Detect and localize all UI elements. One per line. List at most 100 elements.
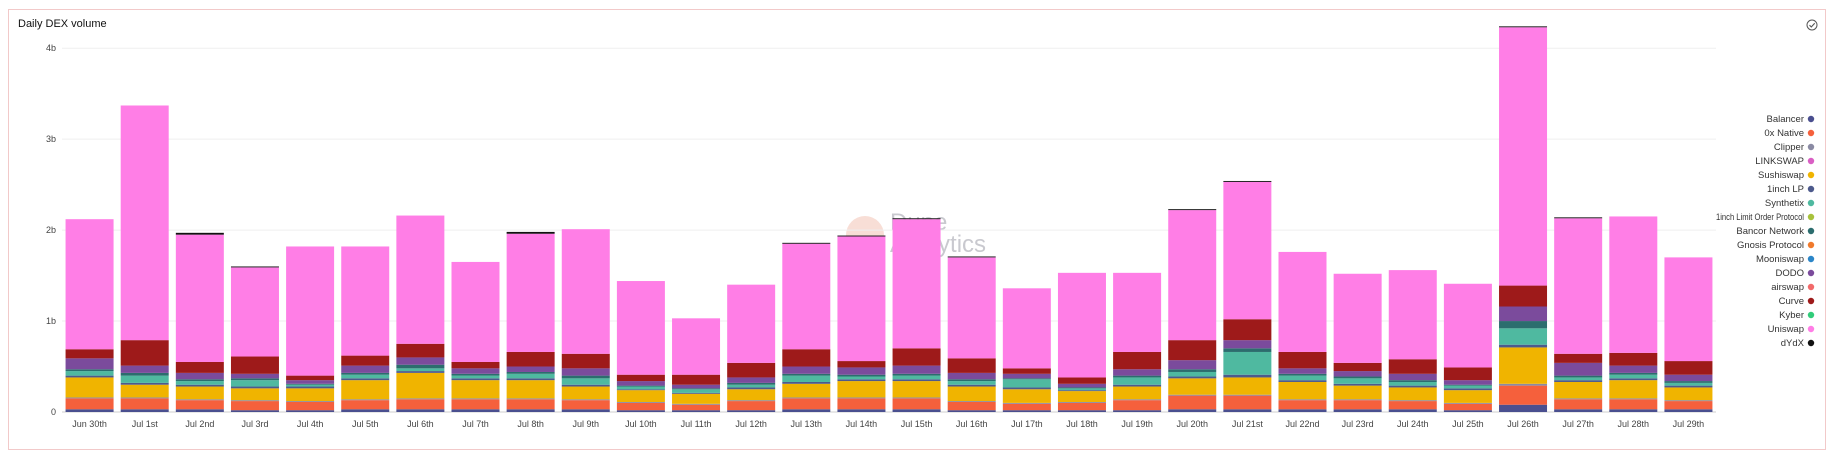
legend-label: 1inch Limit Order Protocol xyxy=(1716,212,1804,223)
bar-segment xyxy=(230,401,279,411)
bar-segment xyxy=(341,246,390,356)
bar-segment xyxy=(947,257,996,359)
bar-segment xyxy=(1664,385,1713,388)
x-tick-label: Jul 8th xyxy=(517,419,544,429)
bar-segment xyxy=(561,353,610,369)
bar-segment xyxy=(120,372,169,376)
bar-segment xyxy=(1443,410,1492,412)
bar-segment xyxy=(451,261,500,362)
bar-segment xyxy=(65,358,114,370)
x-tick-label: Jul 7th xyxy=(462,419,489,429)
legend-marker xyxy=(1807,269,1815,277)
x-tick-label: Jul 24th xyxy=(1397,419,1429,429)
x-tick-label: Jul 2nd xyxy=(185,419,214,429)
bar-segment xyxy=(1388,400,1437,402)
bar-segment xyxy=(396,364,445,369)
x-tick-label: Jul 3rd xyxy=(241,419,268,429)
bar-segment xyxy=(1609,216,1658,353)
bar-segment xyxy=(230,400,279,402)
bar-segment xyxy=(1333,362,1382,372)
bar-segment xyxy=(1388,359,1437,374)
bar-segment xyxy=(561,229,610,354)
bar-segment xyxy=(120,105,169,341)
bar-segment xyxy=(1664,361,1713,375)
bar-segment xyxy=(1499,404,1548,412)
bar-segment xyxy=(451,373,500,376)
bar-segment xyxy=(1057,377,1106,384)
bar-segment xyxy=(230,410,279,412)
bar-segment xyxy=(65,349,114,359)
bar-segment xyxy=(1002,368,1051,374)
bar-segment xyxy=(616,381,665,386)
bar-segment xyxy=(506,378,555,381)
bar-segment xyxy=(1554,377,1603,381)
bar-segment xyxy=(616,386,665,390)
bar-segment xyxy=(286,410,335,412)
bar-segment xyxy=(1499,26,1548,28)
bar-segment xyxy=(1057,410,1106,412)
legend-label: Balancer xyxy=(1767,114,1805,125)
bar-segment xyxy=(175,381,224,385)
bar-segment xyxy=(1554,375,1603,378)
bar-segment xyxy=(1002,402,1051,404)
bar-segment xyxy=(1113,369,1162,376)
bar-segment xyxy=(396,368,445,372)
verified-check-icon[interactable] xyxy=(1806,19,1818,31)
legend-marker xyxy=(1807,227,1815,235)
bar-segment xyxy=(175,386,224,400)
bar-segment xyxy=(1002,403,1051,411)
bar-segment xyxy=(65,397,114,399)
bar-segment xyxy=(947,379,996,382)
bar-segment xyxy=(120,409,169,412)
bar-segment xyxy=(892,398,941,410)
bar-segment xyxy=(230,373,279,379)
bar-segment xyxy=(1223,395,1272,410)
bar-segment xyxy=(782,381,831,384)
bars xyxy=(65,26,1713,412)
x-tick-label: Jul 15th xyxy=(901,419,933,429)
bar-segment xyxy=(1113,400,1162,411)
bar-segment xyxy=(1499,321,1548,329)
legend-marker xyxy=(1807,339,1815,347)
bar-segment xyxy=(65,377,114,398)
bar-segment xyxy=(65,371,114,376)
bar-segment xyxy=(1113,272,1162,352)
bar-segment xyxy=(672,318,721,375)
legend-label: Mooniswap xyxy=(1756,254,1804,265)
bar-segment xyxy=(1002,373,1051,379)
bar-segment xyxy=(451,368,500,374)
bar-segment xyxy=(782,409,831,412)
legend-marker xyxy=(1807,143,1815,151)
bar-segment xyxy=(341,400,390,410)
bar-segment xyxy=(1223,377,1272,395)
bar-segment xyxy=(1168,340,1217,361)
bar-segment xyxy=(892,365,941,374)
bar-segment xyxy=(65,219,114,350)
bar-segment xyxy=(1554,217,1603,219)
bar-segment xyxy=(672,404,721,411)
legend-marker xyxy=(1807,171,1815,179)
bar-segment xyxy=(837,361,886,368)
bar-segment xyxy=(727,410,776,412)
bar-segment xyxy=(1002,378,1051,380)
bar-segment xyxy=(892,219,941,349)
bar-segment xyxy=(782,397,831,399)
bar-segment xyxy=(672,374,721,385)
bar-segment xyxy=(837,235,886,237)
bar-segment xyxy=(1499,27,1548,286)
legend-marker xyxy=(1807,185,1815,193)
bar-segment xyxy=(892,373,941,376)
bar-segment xyxy=(65,375,114,378)
bar-segment xyxy=(1664,257,1713,362)
y-tick-label: 4b xyxy=(46,43,56,53)
bar-segment xyxy=(1223,319,1272,341)
bar-segment xyxy=(561,400,610,410)
bar-segment xyxy=(506,233,555,352)
bar-segment xyxy=(506,373,555,379)
y-axis: 0 1b 2b 3b 4b xyxy=(46,43,56,417)
bar-segment xyxy=(1113,399,1162,401)
x-tick-label: Jul 28th xyxy=(1618,419,1650,429)
x-tick-label: Jul 9th xyxy=(573,419,600,429)
bar-segment xyxy=(1278,375,1327,381)
bar-segment xyxy=(175,399,224,401)
